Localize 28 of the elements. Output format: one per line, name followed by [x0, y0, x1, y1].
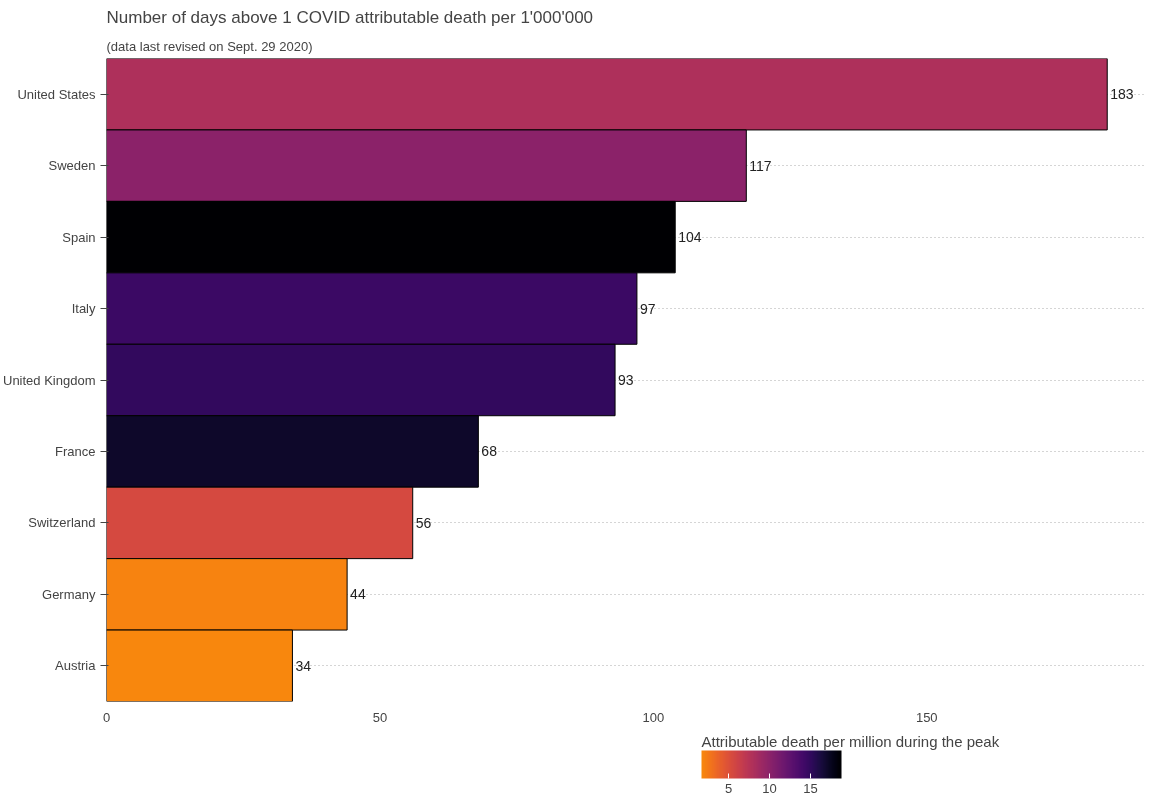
y-tick-label: Switzerland: [28, 515, 96, 531]
data-label: 44: [350, 586, 366, 603]
x-tick-label: 100: [642, 709, 665, 725]
data-label: 97: [639, 300, 656, 317]
data-label: 183: [1110, 86, 1134, 103]
chart-subtitle: (data last revised on Sept. 29 2020): [106, 38, 313, 54]
y-tick-label: Sweden: [48, 158, 96, 174]
chart-title: Number of days above 1 COVID attributable death per 1'000'000: [106, 7, 594, 27]
color-bar-label: 10: [762, 780, 777, 796]
y-tick-label: France: [55, 443, 96, 459]
y-tick-label: United Kingdom: [3, 372, 96, 388]
y-tick-label: Austria: [55, 658, 97, 674]
y-tick-label: Italy: [71, 301, 96, 317]
color-bar-title: Attributable death per million during the peak: [701, 732, 1000, 750]
y-tick-label: Germany: [42, 586, 96, 602]
data-label: 104: [678, 229, 702, 246]
y-tick-label: United States: [17, 86, 96, 102]
color-bar-label: 5: [724, 780, 733, 796]
x-tick-label: 150: [915, 709, 938, 725]
data-label: 93: [618, 372, 634, 388]
data-label: 56: [415, 514, 432, 531]
x-tick-label: 0: [102, 709, 111, 725]
data-label: 68: [481, 443, 498, 460]
data-label: 117: [749, 157, 772, 174]
x-tick-label: 50: [372, 709, 388, 725]
y-tick-label: Spain: [62, 229, 96, 245]
data-label: 34: [295, 657, 312, 674]
color-bar-label: 15: [803, 780, 818, 796]
